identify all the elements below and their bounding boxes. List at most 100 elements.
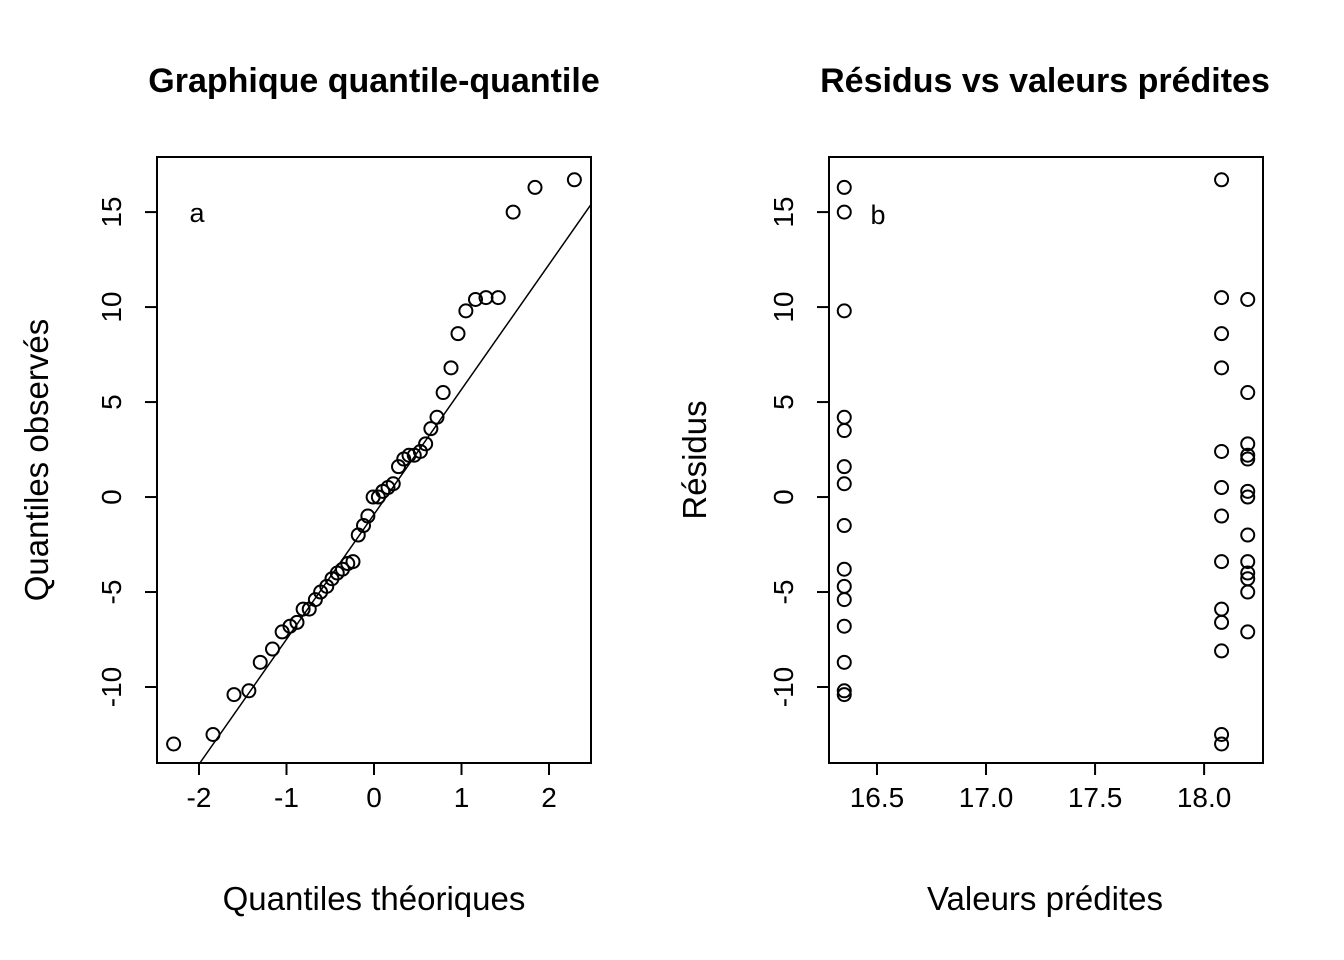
qq-y-tick-label: 0 [96,489,127,505]
residuals-plot-points [836,172,1256,752]
qq-data-point [391,459,406,475]
residuals-data-point [836,518,852,534]
qq-plot-annotation: a [189,198,205,228]
residuals-data-point [836,303,852,319]
residuals-plot-xlabel: Valeurs prédites [927,880,1163,917]
qq-data-point [505,204,521,220]
residuals-x-tick-label: 16.5 [850,782,905,813]
residuals-data-point [1214,554,1230,570]
qq-y-tick-label: -5 [96,580,127,605]
residuals-data-point [836,654,852,670]
residuals-data-point [1214,290,1230,306]
residuals-data-point [1240,489,1256,505]
qq-plot-xlabel: Quantiles théoriques [223,880,526,917]
residuals-data-point [1214,736,1230,752]
residuals-data-point [1214,172,1230,188]
residuals-data-point [836,578,852,594]
qq-data-point [566,172,582,188]
residuals-plot-axes: 16.5 17.0 17.5 18.0 -10 -5 0 5 10 15 [768,197,1231,813]
residuals-data-point [1240,624,1256,640]
qq-data-point [166,736,182,752]
residuals-y-tick-label: -10 [768,667,799,707]
residuals-data-point [1240,565,1256,581]
residuals-data-point [1240,436,1256,452]
residuals-data-point [1240,584,1256,600]
qq-data-point [443,360,459,376]
qq-data-point [289,614,305,630]
qq-data-point [423,421,439,437]
residuals-data-point [1240,291,1256,307]
residuals-plot-annotation: b [870,200,885,230]
residuals-data-point [836,687,852,703]
qq-data-point [282,618,298,634]
residuals-data-point [1214,360,1230,376]
qq-data-point [307,592,323,608]
qq-y-tick-label: -10 [96,667,127,707]
residuals-data-point [836,423,852,439]
qq-y-tick-label: 5 [96,394,127,410]
residuals-plot-frame [828,156,1264,764]
residuals-plot-panel: Résidus vs valeurs prédites b Valeurs pr… [676,62,1270,917]
qq-x-tick-label: -2 [187,782,212,813]
residuals-x-tick-label: 17.0 [959,782,1014,813]
residuals-data-point [1214,326,1230,342]
qq-y-tick-label: 15 [96,197,127,228]
qq-data-point [319,578,335,594]
qq-data-point [468,291,483,307]
residuals-data-point [1214,727,1230,743]
qq-plot-ylabel: Quantiles observés [18,319,55,601]
residuals-data-point [1214,601,1230,617]
qq-data-point [385,476,401,492]
qq-data-point [450,326,466,342]
residuals-data-point [1240,527,1256,543]
residuals-x-tick-label: 17.5 [1068,782,1123,813]
qq-data-point [205,727,221,743]
qq-plot-points [166,172,582,752]
residuals-y-tick-label: 5 [768,394,799,410]
residuals-data-point [836,618,852,634]
residuals-data-point [1214,480,1230,496]
residuals-y-tick-label: -5 [768,580,799,605]
qq-data-point [265,641,280,657]
residuals-data-point [1214,614,1230,630]
residuals-data-point [836,204,852,220]
qq-x-tick-label: -1 [274,782,299,813]
qq-data-point [412,443,428,459]
qq-data-point [429,409,445,425]
qq-data-point [490,290,506,306]
residuals-data-point [1240,451,1256,467]
residuals-data-point [836,561,852,577]
qq-data-point [360,508,376,524]
residuals-x-tick-label: 18.0 [1177,782,1232,813]
residuals-y-tick-label: 0 [768,489,799,505]
qq-data-point [241,683,257,699]
residuals-data-point [1214,508,1230,524]
residuals-data-point [1214,443,1230,459]
qq-data-point [345,554,361,570]
residuals-data-point [1214,643,1230,659]
residuals-data-point [1240,483,1256,499]
residuals-data-point [1240,385,1256,401]
qq-data-point [458,303,474,319]
qq-x-tick-label: 2 [541,782,557,813]
qq-plot-panel: Graphique quantile-quantile a Quantiles … [18,62,600,917]
qq-plot-frame [156,156,592,764]
residuals-data-point [1240,554,1256,570]
residuals-y-tick-label: 15 [768,197,799,228]
residuals-data-point [836,409,852,425]
qq-data-point [435,385,451,401]
residuals-y-tick-label: 10 [768,291,799,322]
qq-plot-title: Graphique quantile-quantile [148,62,599,100]
qq-x-tick-label: 1 [454,782,470,813]
residuals-data-point [836,476,852,492]
qq-y-tick-label: 10 [96,291,127,322]
residuals-data-point [836,179,852,195]
qq-data-point [418,436,434,452]
residuals-plot-ylabel: Résidus [676,400,713,519]
qq-data-point [527,179,543,195]
qq-data-point [252,654,268,670]
residuals-data-point [836,592,852,608]
qq-data-point [356,518,371,534]
